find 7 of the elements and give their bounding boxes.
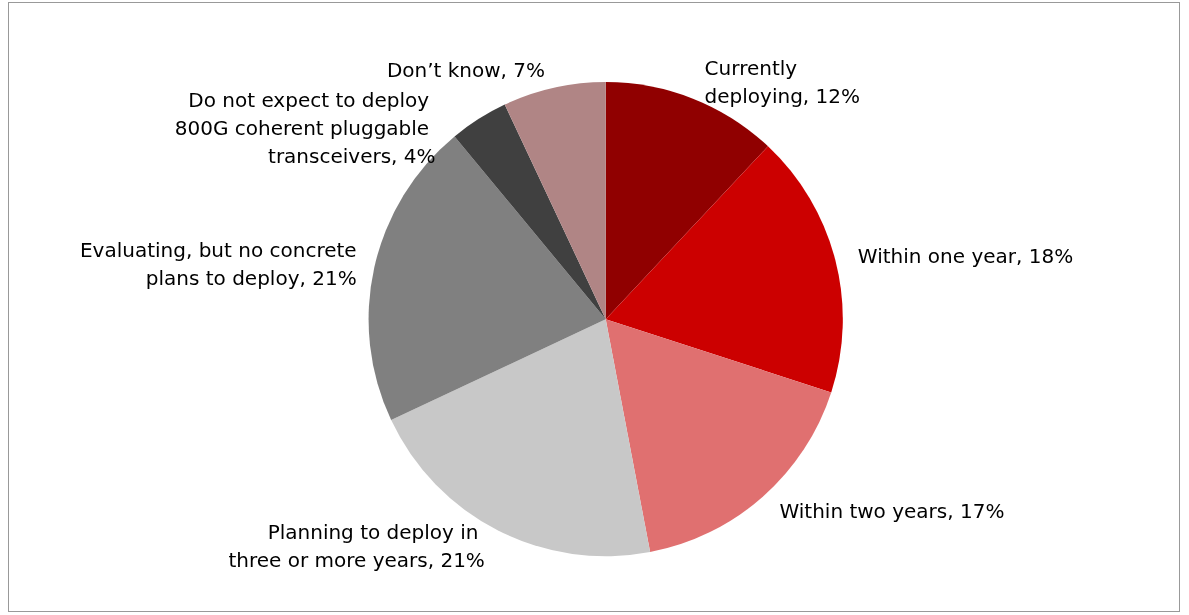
slice-label: Within two years, 17% [779,498,1005,523]
slice-label: Don’t know, 7% [386,58,546,83]
slice-label: Planning to deploy in three or more years, 21% [228,520,485,573]
slice-label: Do not expect to deploy 800G coherent pluggable transceivers, 4% [174,88,436,169]
slice-label: Currently deploying, 12% [704,55,861,108]
slice-label: Within one year, 18% [857,243,1074,268]
slice-label: Evaluating, but no concrete plans to deploy, 21% [79,237,357,290]
